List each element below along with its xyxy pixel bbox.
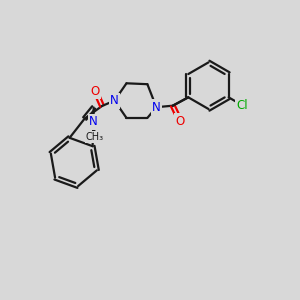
Text: O: O xyxy=(91,85,100,98)
Text: N: N xyxy=(89,115,98,128)
Text: CH₃: CH₃ xyxy=(86,132,104,142)
Text: O: O xyxy=(176,115,185,128)
Text: Cl: Cl xyxy=(236,99,248,112)
Text: N: N xyxy=(110,94,119,107)
Text: N: N xyxy=(152,101,161,114)
